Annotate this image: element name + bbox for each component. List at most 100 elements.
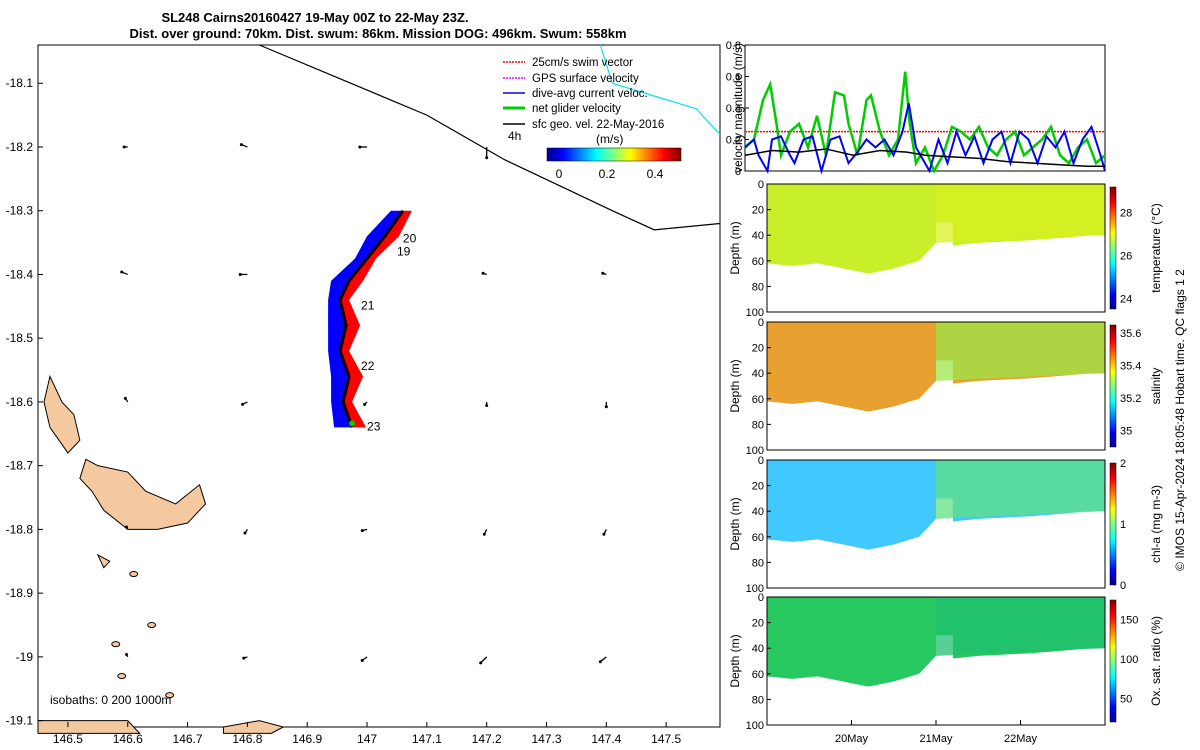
colorbar-tick-label: 150 <box>1120 615 1138 627</box>
colorbar-tick-label: 100 <box>1120 654 1138 666</box>
velocity-ytick-label: 0.4 <box>726 103 741 115</box>
legend-gps-velocity: GPS surface velocity <box>532 73 639 85</box>
map-title-line1: SL248 Cairns20160427 19-May 00Z to 22-Ma… <box>161 10 468 25</box>
land-2 <box>37 720 141 734</box>
geo-vector-10 <box>363 401 368 406</box>
map-xtick-label: 147.5 <box>651 732 681 746</box>
map-ytick-label: -18.9 <box>6 586 34 600</box>
geo-vector-8 <box>123 396 129 403</box>
date-tick-label: 22May <box>1004 733 1038 745</box>
geo-vector-head <box>120 270 124 274</box>
section-ylabel-2: Depth (m) <box>728 497 742 550</box>
geo-vector-head <box>485 156 489 160</box>
geo-velocity-vectors <box>120 143 608 665</box>
section-panel-0: 0 20 40 60 80 100 Depth (m) 24 26 28 temperature (… <box>728 179 1163 319</box>
colorbar-label-0: temperature (°C) <box>1149 203 1163 293</box>
geo-vector-20 <box>360 656 368 662</box>
velocity-ytick-label: 0.8 <box>726 40 741 52</box>
colorbar-tick-label: 1 <box>1120 519 1126 531</box>
legend-swim-vector: 25cm/s swim vector <box>532 57 633 69</box>
day-label-19: 19 <box>397 244 411 258</box>
geo-vector-21 <box>479 656 488 665</box>
map-ytick-label: -18.7 <box>6 459 34 473</box>
colorbar-tick-label: 28 <box>1120 208 1132 220</box>
geo-vector-head <box>485 404 489 408</box>
islet-2 <box>165 692 175 699</box>
date-x-ticks: 20May 21May 22May <box>835 720 1038 745</box>
geo-vector-head <box>598 660 602 664</box>
islet-3 <box>129 571 139 578</box>
map-title-line2: Dist. over ground: 70km. Dist. swum: 86k… <box>129 26 626 41</box>
map-ytick-label: -18.2 <box>6 140 34 154</box>
geo-vector-6 <box>481 271 487 276</box>
colorbar-tick-label: 35.2 <box>1120 393 1141 405</box>
section-fill-later-1 <box>936 322 1105 381</box>
land-3 <box>222 720 285 734</box>
geo-vector-16 <box>482 529 488 536</box>
geo-vector-head <box>482 532 486 536</box>
map-xtick-label: 146.7 <box>173 732 203 746</box>
geo-vector-head <box>360 529 364 533</box>
geo-vector-head <box>238 272 242 276</box>
depth-tick-label: 80 <box>752 419 764 431</box>
geo-vector-7 <box>601 271 607 276</box>
geo-vector-head <box>125 525 129 529</box>
isobaths-label: isobaths: 0 200 1000m <box>50 693 171 707</box>
velocity-series-3 <box>744 148 1105 168</box>
isobaths <box>259 44 721 231</box>
depth-tick-label: 20 <box>752 618 764 630</box>
geo-vector-head <box>601 271 605 275</box>
day-label-23: 23 <box>367 420 381 434</box>
map-ytick-label: -19 <box>16 650 34 664</box>
geo-vector-14 <box>243 529 248 535</box>
section-fill-later-0 <box>936 184 1105 243</box>
velocity-y-ticks: 0 0.2 0.4 0.6 0.8 <box>726 40 749 178</box>
colorbar-tick-label: 50 <box>1120 693 1132 705</box>
depth-tick-label: 100 <box>746 307 764 319</box>
depth-tick-label: 40 <box>752 506 764 518</box>
map-xtick-label: 147 <box>357 732 377 746</box>
map-xtick-label: 146.8 <box>232 732 262 746</box>
depth-tick-label: 100 <box>746 720 764 732</box>
velocity-ytick-label: 0 <box>735 166 741 178</box>
depth-tick-label: 60 <box>752 532 764 544</box>
map-ytick-label: -19.1 <box>6 714 34 728</box>
islet-0 <box>111 641 121 648</box>
section-colorbar-1 <box>1109 324 1117 448</box>
legend-dive-avg: dive-avg current veloc. <box>532 88 648 100</box>
map-colorbar-label: (m/s) <box>596 132 623 146</box>
depth-tick-label: 20 <box>752 205 764 217</box>
colorbar-tick-label: 35.4 <box>1120 361 1141 373</box>
geo-vector-11 <box>485 401 489 408</box>
colorbar-label-2: chl-a (mg m-3) <box>1149 485 1163 563</box>
depth-tick-label: 20 <box>752 481 764 493</box>
land-1 <box>79 458 207 530</box>
geo-vector-3 <box>485 146 489 160</box>
colorbar-tick-label: 35 <box>1120 426 1132 438</box>
date-tick-label: 20May <box>835 733 869 745</box>
depth-tick-label: 0 <box>758 592 764 604</box>
map-ytick-label: -18.4 <box>6 267 34 281</box>
geo-vector-4 <box>120 270 128 276</box>
depth-tick-label: 0 <box>758 179 764 191</box>
geo-vector-18 <box>125 652 129 658</box>
geo-vector-head <box>122 145 126 149</box>
land-0 <box>43 374 81 454</box>
map-cbar-tick-04: 0.4 <box>647 167 664 181</box>
map-xtick-label: 147.4 <box>591 732 621 746</box>
colorbar-tick-label: 35.6 <box>1120 328 1141 340</box>
section-fill-later-2 <box>936 460 1105 519</box>
geo-vector-head <box>243 531 247 535</box>
depth-tick-label: 60 <box>752 256 764 268</box>
section-frame-1 <box>766 321 1106 451</box>
depth-tick-label: 100 <box>746 583 764 595</box>
section-panel-1: 0 20 40 60 80 100 Depth (m) 35 35.2 35.4 35.6 salin… <box>728 317 1163 457</box>
geo-vector-12 <box>604 401 608 409</box>
day-label-22: 22 <box>361 359 375 373</box>
geo-vector-5 <box>238 272 248 276</box>
isobath-1000m <box>599 44 721 135</box>
section-ylabel-0: Depth (m) <box>728 221 742 274</box>
map-xtick-label: 147.2 <box>472 732 502 746</box>
map-xtick-label: 146.5 <box>53 732 83 746</box>
